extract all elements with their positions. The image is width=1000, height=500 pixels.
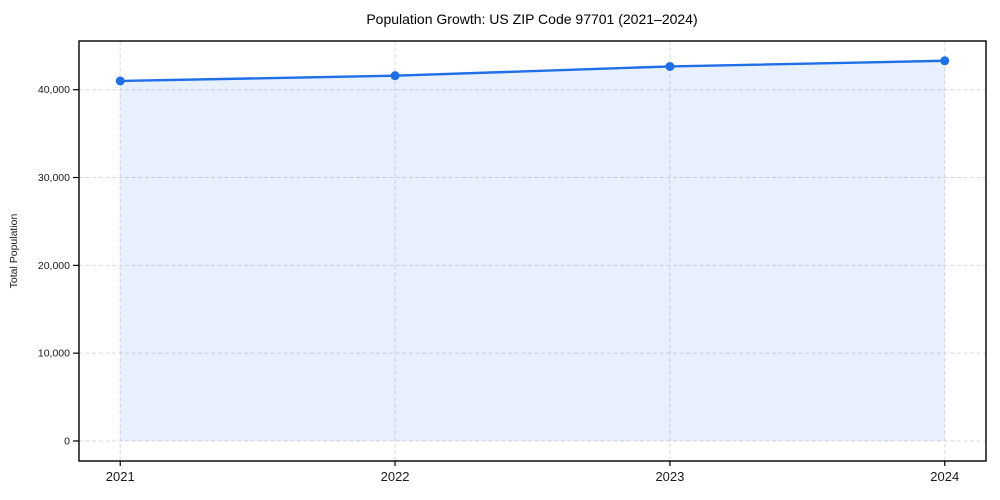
axes — [73, 40, 987, 466]
x-tick-label: 2023 — [655, 469, 684, 484]
y-axis-label: Total Population — [8, 213, 20, 288]
data-point — [665, 61, 675, 71]
data-point — [115, 76, 125, 86]
y-tick-label: 0 — [64, 435, 70, 447]
x-tick-label: 2022 — [381, 469, 410, 484]
x-tick-label: 2024 — [930, 469, 959, 484]
y-tick-label: 40,000 — [38, 84, 70, 96]
gridlines — [79, 41, 986, 461]
x-tick-label: 2021 — [106, 469, 135, 484]
y-tick-label: 20,000 — [38, 260, 70, 272]
y-tick-label: 10,000 — [38, 348, 70, 360]
series-layer — [115, 56, 950, 441]
plot-border — [78, 40, 987, 462]
y-tick-label: 30,000 — [38, 172, 70, 184]
data-point — [390, 71, 400, 81]
series-line — [119, 59, 946, 83]
area-fill — [120, 60, 945, 441]
chart-title: Population Growth: US ZIP Code 97701 (20… — [366, 11, 697, 27]
data-point — [940, 56, 950, 66]
tick-labels: 0 10,000 20,000 30,000 40,000 2021 2022 2023 202… — [38, 84, 959, 484]
